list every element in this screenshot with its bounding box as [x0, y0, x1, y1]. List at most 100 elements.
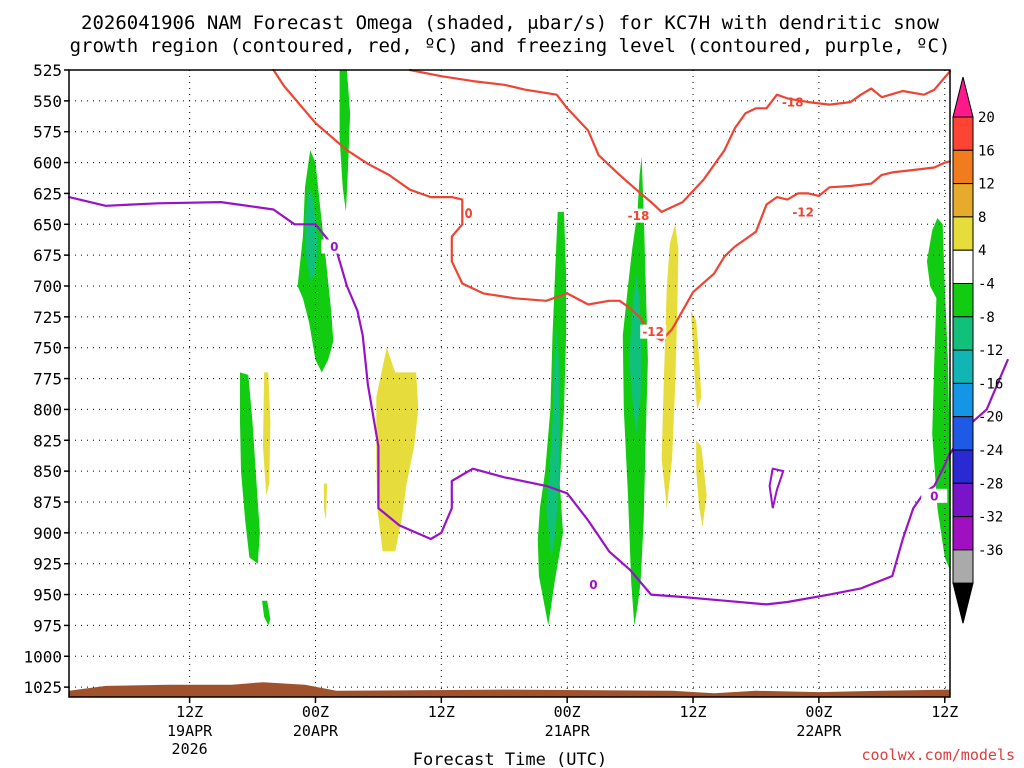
contour-label: -12 — [642, 325, 664, 339]
contour-line — [408, 68, 952, 213]
colorbar-swatch — [952, 216, 974, 251]
omega-shade-region — [926, 218, 950, 570]
colorbar-label: 4 — [978, 243, 986, 259]
contour-label: 0 — [930, 489, 938, 503]
colorbar-label: 12 — [978, 177, 995, 193]
colorbar-label: 8 — [978, 210, 986, 226]
y-tick-label: 875 — [33, 493, 62, 512]
colorbar: 20 16 12 8 4 -4 -8 -12 -16 -20 -24 -28 -32 -36 — [952, 76, 1003, 624]
colorbar-label: 16 — [978, 143, 995, 159]
x-tick-date: 22APR — [796, 722, 842, 740]
x-tick-label: 00Z — [554, 703, 581, 721]
contour-label: 0 — [589, 578, 597, 592]
colorbar-swatch — [952, 149, 974, 185]
omega-shade-region — [696, 440, 707, 527]
omega-shade-region — [323, 483, 327, 521]
x-tick-label: 12Z — [679, 703, 706, 721]
contour-label-bg — [790, 204, 817, 219]
colorbar-swatch — [952, 416, 974, 451]
colorbar-swatch — [952, 482, 974, 518]
y-tick-label: 825 — [33, 431, 62, 450]
colorbar-swatch — [952, 183, 974, 218]
y-tick-label: 725 — [33, 308, 62, 327]
colorbar-swatch — [952, 549, 974, 584]
freezing-small-loop — [768, 467, 785, 509]
colorbar-swatch — [952, 516, 974, 551]
omega-shade-region — [339, 70, 351, 212]
y-tick-label: 550 — [33, 92, 62, 111]
omega-shade-region — [546, 323, 560, 558]
y-tick-label: 675 — [33, 246, 62, 265]
y-tick-label: 975 — [33, 616, 62, 635]
colorbar-bottom-arrow — [952, 582, 974, 624]
x-tick-label: 00Z — [805, 703, 832, 721]
x-tick-date: 20APR — [293, 722, 339, 740]
y-tick-label: 650 — [33, 215, 62, 234]
contour-label-bg — [625, 208, 652, 223]
credit-text: coolwx.com/models — [861, 746, 1015, 764]
colorbar-label: -20 — [978, 410, 1003, 426]
contour-small-loop — [465, 208, 473, 219]
colorbar-label: -8 — [978, 310, 995, 326]
y-tick-label: 1025 — [23, 678, 62, 697]
colorbar-swatch — [952, 349, 974, 384]
x-tick-date: 19APR — [167, 722, 213, 740]
y-tick-label: 600 — [33, 154, 62, 173]
colorbar-label: -24 — [978, 443, 1003, 459]
y-tick-label: 700 — [33, 277, 62, 296]
omega-shade-region — [537, 211, 567, 626]
x-axis-label: Forecast Time (UTC) — [413, 750, 607, 768]
colorbar-swatch — [952, 316, 974, 351]
terrain — [69, 682, 950, 697]
colorbar-label: -32 — [978, 510, 1003, 526]
colorbar-label: -12 — [978, 343, 1003, 359]
y-tick-label: 750 — [33, 339, 62, 358]
y-axis-ticks: 525 550 575 600 625 650 675 700 725 750 775 800 825 8… — [23, 61, 69, 697]
colorbar-swatch — [952, 116, 974, 151]
plot-frame — [68, 69, 951, 698]
contour-label: -18 — [628, 209, 650, 223]
colorbar-swatch — [952, 249, 974, 284]
contour-label-bg — [321, 239, 348, 254]
omega-shade-region — [240, 372, 260, 564]
colorbar-label: -36 — [978, 543, 1003, 559]
y-tick-label: 625 — [33, 184, 62, 203]
colorbar-label: -16 — [978, 376, 1003, 392]
contour-label-bg — [921, 488, 948, 503]
omega-shade-region — [305, 187, 318, 280]
contour-label: -12 — [792, 205, 814, 219]
x-tick-date: 21APR — [545, 722, 591, 740]
colorbar-label: -28 — [978, 476, 1003, 492]
omega-shade-region — [690, 310, 702, 410]
x-tick-label: 00Z — [302, 703, 329, 721]
y-tick-label: 950 — [33, 586, 62, 605]
x-tick-label: 12Z — [428, 703, 455, 721]
y-tick-label: 800 — [33, 400, 62, 419]
colorbar-swatch — [952, 283, 974, 318]
x-tick-year: 2026 — [172, 740, 208, 758]
omega-shade-region — [262, 600, 271, 626]
y-tick-label: 575 — [33, 123, 62, 142]
omega-shade-region — [629, 273, 642, 435]
omega-shading — [240, 70, 950, 626]
y-tick-label: 1000 — [23, 647, 62, 666]
colorbar-swatch — [952, 449, 974, 484]
y-tick-label: 850 — [33, 462, 62, 481]
chart-title-line1: 2026041906 NAM Forecast Omega (shaded, μ… — [81, 12, 939, 34]
omega-shade-region — [661, 224, 679, 509]
contour-label-bg — [640, 324, 667, 339]
omega-shade-region — [376, 347, 419, 552]
colorbar-label: 20 — [978, 110, 995, 126]
chart-title-line2: growth region (contoured, red, ºC) and f… — [70, 35, 951, 57]
gridlines — [69, 69, 950, 697]
colorbar-swatch — [952, 382, 974, 418]
x-tick-label: 12Z — [931, 703, 958, 721]
colorbar-label: -4 — [978, 277, 995, 293]
y-tick-label: 925 — [33, 555, 62, 574]
contour-line — [67, 196, 952, 606]
omega-shade-region — [263, 372, 271, 496]
